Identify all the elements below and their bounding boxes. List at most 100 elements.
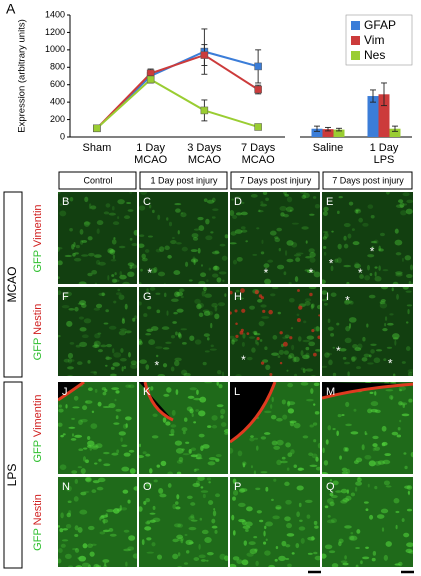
cell [350,532,354,535]
cell [407,369,413,373]
cell [232,214,238,220]
cell [114,272,117,276]
cell [369,391,374,395]
cell [206,337,210,341]
cell [313,551,318,555]
column-header-box [58,171,137,190]
cell [192,237,199,241]
cell [327,515,331,518]
cell [336,322,340,326]
cell [368,354,372,358]
cell [161,326,170,330]
cell [95,303,103,309]
cell [88,252,95,257]
cell [270,414,277,420]
cell [164,245,170,251]
cell [235,374,242,376]
cell [168,221,173,227]
cell [392,281,399,284]
cell [65,485,72,492]
cell [109,533,117,537]
cell [85,400,88,403]
cell [119,357,127,362]
cell [206,552,214,556]
cell [148,339,156,346]
cell [97,401,102,407]
marker [200,106,209,115]
cell [388,395,394,400]
cell [305,240,308,244]
cell [129,237,133,241]
cell [127,209,134,212]
cell [312,422,318,426]
cell [365,546,369,549]
cell [383,358,387,361]
cell [341,414,345,417]
cell [294,276,299,283]
cell [102,519,109,524]
cell [303,320,307,324]
red-cell [298,305,303,310]
cell [240,226,246,230]
cell [246,506,253,512]
cell [323,460,329,466]
cell [354,262,360,269]
marker [254,85,262,94]
cell [341,471,348,474]
cell [239,488,248,493]
cell [80,303,87,308]
cell [367,254,375,258]
cell [194,468,200,471]
cell [223,428,228,434]
cell [59,464,67,471]
cell [107,274,110,281]
cell [401,518,405,522]
cell [286,467,290,471]
cell [81,562,90,567]
cell [286,196,293,203]
cell [67,352,74,359]
cell [222,279,225,282]
cell [405,208,413,215]
cell [250,435,254,438]
cell [181,246,188,252]
cell [384,316,388,321]
cell [391,431,399,436]
red-cell [309,292,313,297]
cell [188,279,193,282]
red-cell [262,309,266,313]
cell [111,206,115,211]
cell [366,323,369,328]
cell [288,282,292,284]
cell [405,290,412,293]
cell [285,499,292,505]
cell [66,320,73,327]
cell [175,208,181,213]
cell [77,466,83,469]
red-cell [282,341,288,347]
cell [211,518,216,524]
cell [396,293,399,300]
cell [305,368,314,372]
cell [288,297,295,303]
cell [379,232,385,237]
cell [198,543,201,550]
cell [355,209,360,212]
cell [312,196,317,199]
cell [58,260,63,266]
cell [94,282,98,284]
cell [316,304,320,310]
cell [374,461,382,466]
cell [286,258,294,263]
cell [177,523,184,528]
micrograph [322,382,413,474]
cell [173,270,181,276]
cell [315,466,320,471]
cell [165,421,171,426]
cell [365,508,369,512]
cell [357,477,361,480]
cell [175,331,178,336]
cell [325,296,329,301]
cell [149,512,156,515]
cell [121,319,126,324]
